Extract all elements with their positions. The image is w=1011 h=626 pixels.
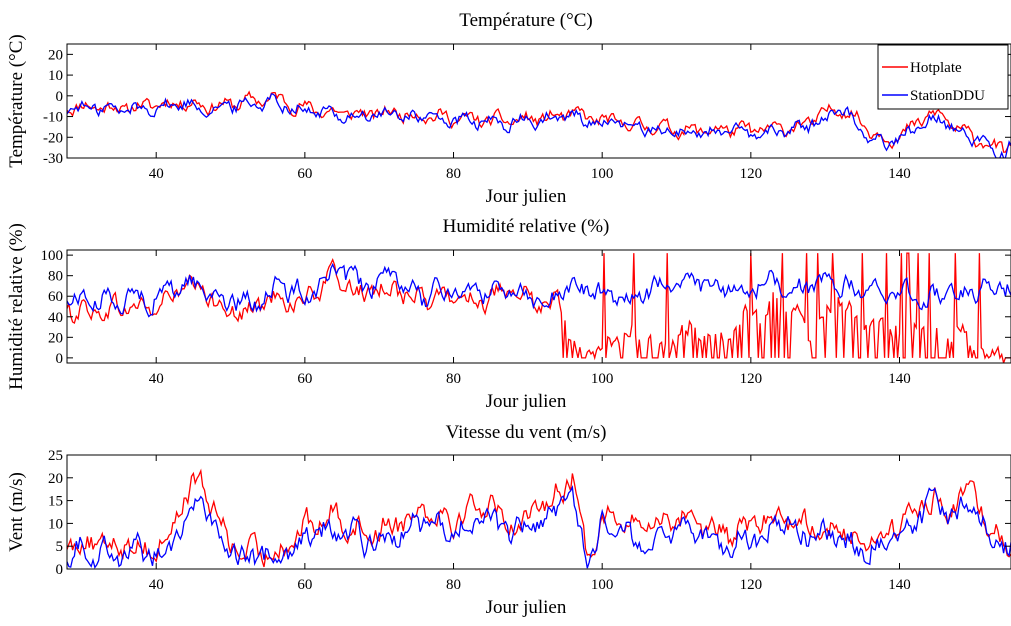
- chart-title: Vitesse du vent (m/s): [446, 422, 607, 443]
- x-tick-label: 80: [446, 371, 461, 387]
- series-line-stationddu: [67, 262, 1011, 318]
- series-line-hotplate: [67, 252, 1011, 363]
- plot-area: [67, 468, 1011, 569]
- series-line-stationddu: [67, 93, 1011, 158]
- x-tick-label: 80: [446, 166, 461, 182]
- y-tick-label: 20: [48, 47, 63, 63]
- axes-frame: [66, 249, 1011, 364]
- plot-area: [67, 252, 1011, 363]
- y-tick-label: 100: [41, 248, 64, 264]
- y-tick-label: 0: [56, 562, 64, 578]
- axes-frame: [66, 454, 1011, 570]
- chart-title: Température (°C): [459, 10, 592, 31]
- y-tick-label: 60: [48, 289, 63, 305]
- plot-area: [67, 90, 1011, 158]
- legend: Hotplate StationDDU: [877, 44, 1009, 110]
- y-tick-label: 10: [48, 516, 63, 532]
- x-tick-label: 40: [149, 577, 164, 593]
- x-axis-label: Jour julien: [486, 186, 567, 207]
- y-tick-label: 80: [48, 269, 63, 285]
- y-tick-label: 40: [48, 310, 63, 326]
- legend-label: StationDDU: [910, 88, 985, 104]
- x-axis-label: Jour julien: [486, 597, 567, 618]
- y-tick-label: 20: [48, 330, 63, 346]
- subplot-3: 40 60 80 100 120 140 0 5 10 15 20 25 Vitesse du vent…: [6, 422, 1011, 618]
- x-tick-label: 140: [888, 166, 911, 182]
- legend-label: Hotplate: [910, 60, 962, 76]
- x-tick-label: 140: [888, 577, 911, 593]
- y-tick-label: 0: [56, 89, 64, 105]
- x-tick-label: 60: [297, 577, 312, 593]
- axes-frame: [66, 43, 1011, 159]
- y-tick-label: 0: [56, 351, 64, 367]
- x-tick-label: 60: [297, 166, 312, 182]
- y-tick-label: 25: [48, 448, 63, 464]
- x-tick-label: 80: [446, 577, 461, 593]
- x-tick-label: 40: [149, 371, 164, 387]
- x-axis-label: Jour julien: [486, 391, 567, 412]
- y-tick-label: 5: [56, 539, 64, 555]
- series-line-hotplate: [67, 468, 1011, 568]
- subplot-1: 40 60 80 100 120 140 -30 -20 -10 0 10 20 Température…: [6, 10, 1011, 207]
- y-axis-label: Humidité relative (%): [6, 223, 27, 390]
- x-tick-label: 120: [740, 577, 763, 593]
- x-tick-label: 100: [591, 371, 614, 387]
- x-tick-label: 120: [740, 371, 763, 387]
- chart-title: Humidité relative (%): [443, 216, 610, 237]
- x-tick-label: 60: [297, 371, 312, 387]
- y-tick-label: -20: [43, 130, 63, 146]
- y-axis-label: Vent (m/s): [6, 472, 27, 552]
- y-axis-label: Température (°C): [6, 34, 27, 167]
- x-tick-label: 40: [149, 166, 164, 182]
- series-line-stationddu: [67, 485, 1011, 569]
- x-tick-label: 100: [591, 166, 614, 182]
- y-tick-label: -10: [43, 110, 63, 126]
- y-tick-label: 15: [48, 494, 63, 510]
- y-tick-label: 10: [48, 68, 63, 84]
- legend-box: [877, 44, 1009, 110]
- series-line-hotplate: [67, 90, 1011, 153]
- x-tick-label: 140: [888, 371, 911, 387]
- subplot-2: 40 60 80 100 120 140 0 20 40 60 80 100 Humidité rela…: [6, 216, 1011, 412]
- y-tick-label: -30: [43, 151, 63, 167]
- y-tick-label: 20: [48, 471, 63, 487]
- x-tick-label: 100: [591, 577, 614, 593]
- x-tick-label: 120: [740, 166, 763, 182]
